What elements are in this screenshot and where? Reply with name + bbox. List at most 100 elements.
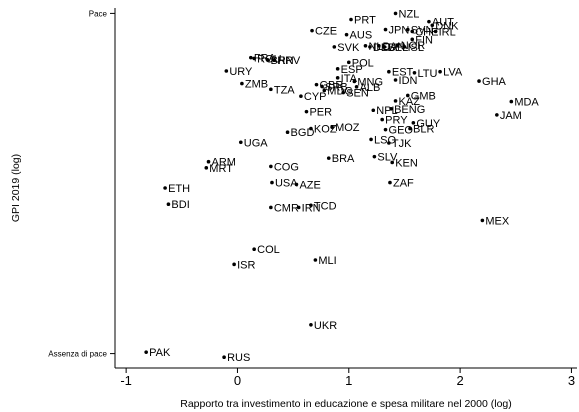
point-label: COL: [257, 244, 280, 256]
point-label: PAK: [149, 347, 171, 359]
data-point: LVA: [438, 67, 463, 79]
point-marker: [382, 45, 387, 49]
data-point: POL: [346, 57, 374, 69]
point-marker: [346, 60, 351, 65]
data-point: PRT: [349, 15, 376, 27]
data-point: PER: [304, 107, 332, 119]
data-point: MLI: [313, 255, 337, 267]
point-label: CYP: [304, 91, 327, 103]
point-label: CZE: [315, 26, 337, 38]
point-label: TZA: [274, 84, 295, 96]
data-point: AUT: [427, 17, 454, 29]
point-marker: [269, 164, 273, 169]
point-label: ISL: [407, 42, 424, 54]
data-point: MOZ: [330, 122, 360, 134]
point-marker: [383, 127, 388, 132]
point-marker: [240, 81, 244, 86]
data-point: GMB: [405, 90, 436, 102]
data-point: MDG: [322, 85, 353, 97]
point-marker: [265, 58, 270, 62]
point-label: BLR: [413, 124, 434, 136]
point-marker: [222, 355, 226, 360]
point-marker: [354, 85, 359, 89]
data-point: MEX: [480, 215, 510, 227]
point-marker: [269, 87, 273, 92]
y-tick-label: Pace: [89, 9, 108, 18]
data-point: FRA: [249, 53, 276, 65]
point-marker: [390, 160, 395, 165]
x-axis: -1 0 1 2 3: [115, 367, 577, 388]
point-label: LSO: [374, 134, 396, 146]
data-point: GHA: [477, 76, 507, 88]
y-tick-label: Assenza di pace: [48, 350, 107, 359]
point-marker: [438, 69, 442, 74]
data-point: ISL: [402, 42, 424, 54]
point-label: ETH: [168, 183, 190, 195]
point-marker: [313, 258, 318, 262]
data-point: KEN: [390, 157, 418, 169]
data-point: URY: [224, 66, 253, 78]
data-point: AUS: [344, 30, 372, 42]
point-marker: [332, 45, 337, 49]
point-label: USA: [275, 178, 298, 190]
point-marker: [330, 125, 334, 129]
point-label: GMB: [411, 90, 436, 102]
point-label: KEN: [395, 157, 418, 169]
point-label: AZE: [299, 179, 320, 191]
data-point: ZMB: [240, 79, 268, 91]
point-label: BENG: [394, 104, 425, 116]
data-point: SRB: [320, 81, 348, 93]
point-label: MNG: [357, 76, 383, 88]
point-label: NOR: [401, 40, 426, 52]
y-axis-title: GPI 2019 (log): [10, 154, 22, 222]
point-marker: [433, 29, 438, 34]
point-marker: [144, 350, 148, 354]
point-label: SVK: [337, 42, 360, 54]
point-marker: [427, 19, 431, 24]
point-label: PER: [309, 107, 332, 119]
point-marker: [408, 126, 412, 131]
point-marker: [296, 205, 301, 210]
data-point: UGA: [238, 137, 268, 149]
data-point: BENG: [389, 104, 425, 116]
point-label: SEN: [346, 88, 369, 100]
point-label: URY: [229, 66, 253, 78]
point-label: HRV: [277, 55, 301, 67]
point-label: ROU: [257, 53, 282, 65]
point-marker: [322, 88, 327, 93]
point-marker: [270, 180, 274, 185]
point-label: GEO: [389, 125, 414, 137]
point-marker: [299, 94, 303, 98]
data-point: LTU: [412, 68, 437, 80]
x-axis-title: Rapporto tra investimento in educazione …: [180, 398, 512, 410]
x-tick-label: 2: [456, 373, 463, 388]
point-label: NZL: [399, 8, 420, 20]
point-marker: [304, 109, 309, 114]
point-label: COG: [274, 161, 299, 173]
data-point: PRY: [380, 115, 408, 127]
point-label: SRB: [325, 81, 348, 93]
data-point: BLR: [408, 124, 434, 136]
x-tick-label: -1: [120, 373, 132, 388]
point-marker: [387, 141, 391, 145]
point-label: SVN: [411, 25, 434, 37]
point-marker: [272, 58, 276, 62]
data-point: NOR: [395, 40, 426, 52]
point-label: MDG: [327, 85, 353, 97]
point-label: CHE: [415, 26, 438, 38]
point-label: ARM: [212, 157, 236, 169]
data-point: ARM: [206, 157, 236, 169]
data-point: ETH: [163, 183, 190, 195]
data-point: GUY: [411, 118, 441, 130]
data-point: ISR: [232, 259, 256, 271]
point-label: SLV: [377, 152, 398, 164]
data-point: USA: [270, 178, 298, 190]
point-marker: [352, 79, 357, 84]
point-marker: [387, 69, 391, 74]
point-marker: [371, 108, 376, 113]
point-label: AUT: [432, 17, 454, 29]
point-marker: [393, 78, 398, 82]
data-point: TJK: [387, 138, 412, 150]
point-marker: [294, 182, 299, 187]
data-point: BRN: [265, 55, 294, 67]
